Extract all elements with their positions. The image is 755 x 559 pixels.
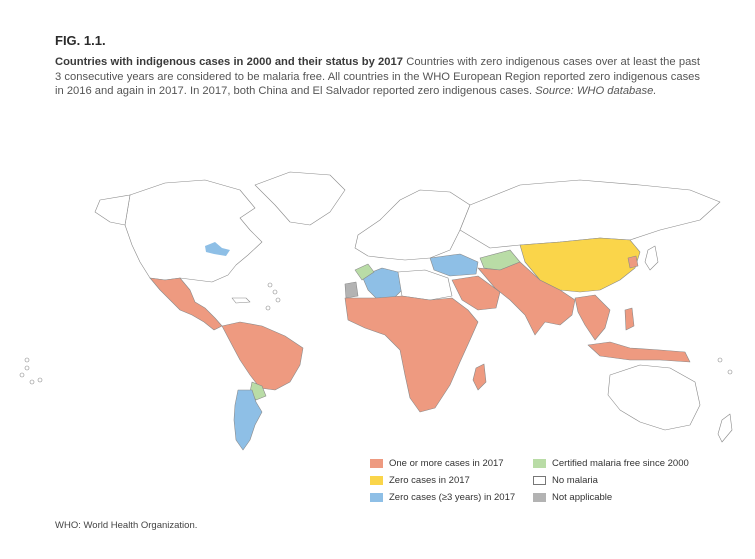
region-middle-east-zero xyxy=(429,253,479,277)
legend-swatch xyxy=(370,459,383,468)
island-marker xyxy=(29,379,35,385)
island-marker xyxy=(265,305,271,311)
legend-label: One or more cases in 2017 xyxy=(389,458,504,469)
legend-label: No malaria xyxy=(552,475,598,486)
region-libya-egypt xyxy=(397,269,453,301)
region-madagascar xyxy=(472,363,487,391)
region-philippines xyxy=(624,307,635,331)
region-north-africa xyxy=(361,267,403,301)
region-korea xyxy=(627,255,639,269)
region-great-lakes xyxy=(205,242,230,256)
island-marker xyxy=(717,357,723,363)
region-morocco xyxy=(354,263,375,281)
island-marker xyxy=(267,282,273,288)
legend-item-zero-3-years: Zero cases (≥3 years) in 2017 xyxy=(370,492,515,503)
region-alaska xyxy=(94,194,131,226)
region-new-zealand xyxy=(717,413,733,443)
legend-label: Not applicable xyxy=(552,492,613,503)
region-southeast-asia xyxy=(574,294,611,341)
region-arabia xyxy=(451,275,501,311)
figure-caption: Countries with indigenous cases in 2000 … xyxy=(55,55,700,99)
region-central-america xyxy=(149,277,223,331)
figure-source: Source: WHO database. xyxy=(535,85,657,98)
legend-label: Certified malaria free since 2000 xyxy=(552,458,689,469)
island-marker xyxy=(24,365,30,371)
legend-swatch xyxy=(370,476,383,485)
region-north-america xyxy=(124,179,263,283)
legend-label: Zero cases (≥3 years) in 2017 xyxy=(389,492,516,503)
legend-swatch xyxy=(533,476,546,485)
region-western-sahara xyxy=(344,281,359,299)
region-sub-saharan-africa xyxy=(344,295,479,413)
region-russia xyxy=(459,179,721,249)
footer-note: WHO: World Health Organization. xyxy=(55,520,198,531)
region-australia xyxy=(607,364,701,431)
legend-item-no-malaria: No malaria xyxy=(533,475,598,486)
legend-swatch xyxy=(533,459,546,468)
region-south-america xyxy=(221,321,304,391)
region-greenland xyxy=(254,171,346,226)
region-argentina xyxy=(233,389,263,451)
region-japan xyxy=(644,245,659,271)
legend-swatch xyxy=(370,493,383,502)
legend-item-certified: Certified malaria free since 2000 xyxy=(533,458,689,469)
region-china xyxy=(519,237,641,293)
island-marker xyxy=(24,357,30,363)
world-malaria-map xyxy=(19,171,733,451)
island-marker xyxy=(727,369,733,375)
island-marker xyxy=(19,372,25,378)
legend-item-cases: One or more cases in 2017 xyxy=(370,458,504,469)
legend-item-zero-2017: Zero cases in 2017 xyxy=(370,475,470,486)
legend-item-not-applicable: Not applicable xyxy=(533,492,612,503)
figure-title: Countries with indigenous cases in 2000 … xyxy=(55,56,403,68)
region-europe xyxy=(354,189,471,261)
figure-description: Countries with zero indigenous cases ove… xyxy=(55,56,701,98)
island-marker xyxy=(272,289,278,295)
region-indonesia xyxy=(587,341,691,363)
figure-label: FIG. 1.1. xyxy=(55,33,106,48)
legend-label: Zero cases in 2017 xyxy=(389,475,470,486)
legend-swatch xyxy=(533,493,546,502)
island-marker xyxy=(275,297,281,303)
region-south-asia xyxy=(477,261,576,336)
region-caribbean xyxy=(231,297,251,304)
island-marker xyxy=(37,377,43,383)
